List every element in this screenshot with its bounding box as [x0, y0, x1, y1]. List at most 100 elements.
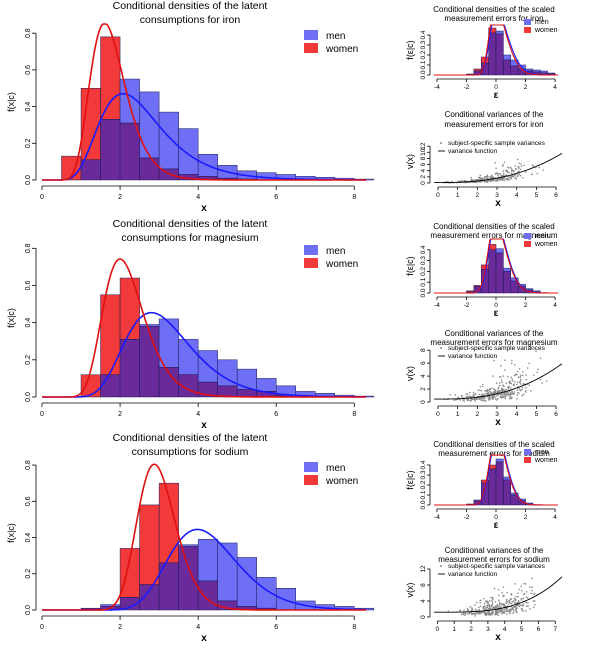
magnesium-variances-point — [509, 382, 512, 384]
sodium-density-bar-men — [275, 588, 296, 611]
magnesium-errors-bar-men — [503, 267, 512, 272]
iron-variances-legend-point-symbol — [440, 142, 442, 144]
sodium-variances-point — [513, 605, 516, 608]
sodium-errors-title-line: Conditional densities of the scaled — [433, 440, 554, 449]
magnesium-errors-bar-overlap — [495, 252, 504, 294]
iron-variances-point — [506, 169, 509, 172]
sodium-variances-point — [474, 604, 476, 606]
magnesium-variances-point — [508, 385, 510, 388]
iron-errors-bar-women — [473, 68, 482, 72]
sodium-variances-point — [512, 600, 515, 602]
sodium-variances-point — [491, 597, 494, 599]
sodium-variances-y-tick-label: 12 — [420, 565, 427, 573]
sodium-variances-point — [482, 607, 484, 609]
iron-density-y-tick-label: 0.6 — [25, 65, 32, 75]
iron-variances-point — [516, 158, 519, 161]
iron-variances-point — [487, 175, 489, 178]
magnesium-variances-point — [489, 397, 491, 400]
sodium-density-y-tick-label: 0.4 — [25, 533, 32, 543]
sodium-variances-point — [512, 610, 515, 612]
sodium-density-panel: Conditional densities of the latent consu… — [6, 432, 375, 644]
sodium-variances-point — [459, 609, 461, 611]
magnesium-density-bar-women — [119, 277, 140, 340]
sodium-variances-point — [531, 586, 533, 589]
magnesium-variances-point — [485, 390, 488, 392]
iron-errors-legend-label-women: women — [534, 27, 558, 34]
iron-density-legend-label-men: men — [326, 31, 345, 42]
iron-variances-point — [502, 172, 505, 175]
sodium-density-legend-label-women: women — [325, 476, 358, 487]
magnesium-density-legend-swatch-men — [304, 245, 318, 255]
magnesium-variances-point — [516, 381, 519, 384]
magnesium-variances-point — [509, 396, 512, 398]
iron-variances-y-tick-label: 10 — [420, 148, 427, 156]
magnesium-density-x-tick-label: 0 — [40, 411, 44, 418]
iron-variances-point — [502, 163, 504, 166]
iron-variances-point — [511, 169, 513, 172]
sodium-variances-point — [494, 605, 497, 607]
sodium-variances-point — [496, 610, 498, 612]
magnesium-variances-point — [468, 395, 471, 398]
magnesium-density-y-tick-label: 0.8 — [25, 243, 32, 253]
sodium-variances-point — [479, 605, 482, 608]
magnesium-variances-x-tick-label: 1 — [456, 411, 460, 418]
iron-variances-point — [518, 167, 520, 170]
sodium-variances-point — [524, 583, 527, 585]
magnesium-variances-point — [516, 398, 518, 400]
magnesium-variances-point — [521, 374, 524, 376]
sodium-variances-point — [514, 599, 517, 602]
iron-density-y-axis-label: f(x|c) — [6, 92, 16, 112]
magnesium-variances-point — [486, 388, 489, 391]
magnesium-variances-point — [482, 399, 484, 402]
iron-variances-point — [505, 178, 508, 181]
sodium-variances-point — [462, 613, 465, 616]
iron-errors-bar-overlap — [503, 59, 512, 76]
magnesium-variances-point — [514, 381, 516, 383]
magnesium-density-bar-men — [197, 350, 218, 383]
sodium-variances-point — [466, 609, 469, 612]
magnesium-variances-point — [520, 388, 523, 391]
magnesium-errors-legend-swatch-men — [524, 233, 531, 239]
sodium-variances-point — [509, 598, 512, 601]
iron-variances-point — [542, 169, 544, 171]
sodium-variances-point — [505, 602, 508, 605]
iron-variances-point — [506, 171, 509, 174]
magnesium-variances-point — [492, 392, 494, 395]
magnesium-variances-point — [466, 398, 468, 401]
iron-variances-y-tick-label: 4 — [420, 169, 427, 173]
magnesium-variances-point — [504, 369, 506, 371]
magnesium-variances-point — [492, 391, 495, 393]
iron-variances-point — [510, 168, 513, 170]
sodium-variances-point — [515, 609, 518, 611]
iron-variances-point — [486, 174, 488, 177]
sodium-variances-point — [501, 592, 503, 594]
magnesium-variances-point — [541, 382, 543, 384]
iron-variances-point — [536, 172, 539, 175]
sodium-variances-legend-point-symbol — [440, 565, 442, 567]
sodium-variances-point — [483, 602, 486, 605]
sodium-variances-point — [503, 608, 505, 611]
iron-variances-y-tick-label: 6 — [420, 162, 427, 166]
magnesium-errors-y-tick-label: 0.3 — [420, 256, 427, 265]
sodium-density-x-axis-label: x — [201, 633, 207, 644]
magnesium-variances-point — [525, 391, 527, 393]
magnesium-variances-point — [504, 359, 506, 361]
magnesium-variances-point — [501, 389, 503, 391]
magnesium-errors-legend-label-men: men — [535, 233, 549, 240]
magnesium-variances-point — [486, 392, 489, 395]
magnesium-variances-point — [501, 396, 503, 398]
iron-variances-point — [506, 166, 509, 168]
iron-errors-legend-label-men: men — [535, 19, 549, 26]
magnesium-variances-point — [501, 381, 503, 384]
magnesium-variances-point — [472, 393, 475, 396]
iron-variances-y-tick-label: 0 — [420, 181, 427, 185]
sodium-variances-point — [483, 597, 485, 600]
iron-variances-point — [499, 173, 501, 175]
iron-errors-bar-overlap — [495, 33, 504, 76]
magnesium-variances-point — [474, 398, 477, 401]
sodium-variances-point — [506, 610, 509, 612]
magnesium-variances-point — [517, 376, 520, 379]
iron-variances-point — [499, 179, 502, 181]
sodium-variances-point — [521, 589, 523, 592]
sodium-variances-point — [517, 592, 519, 594]
